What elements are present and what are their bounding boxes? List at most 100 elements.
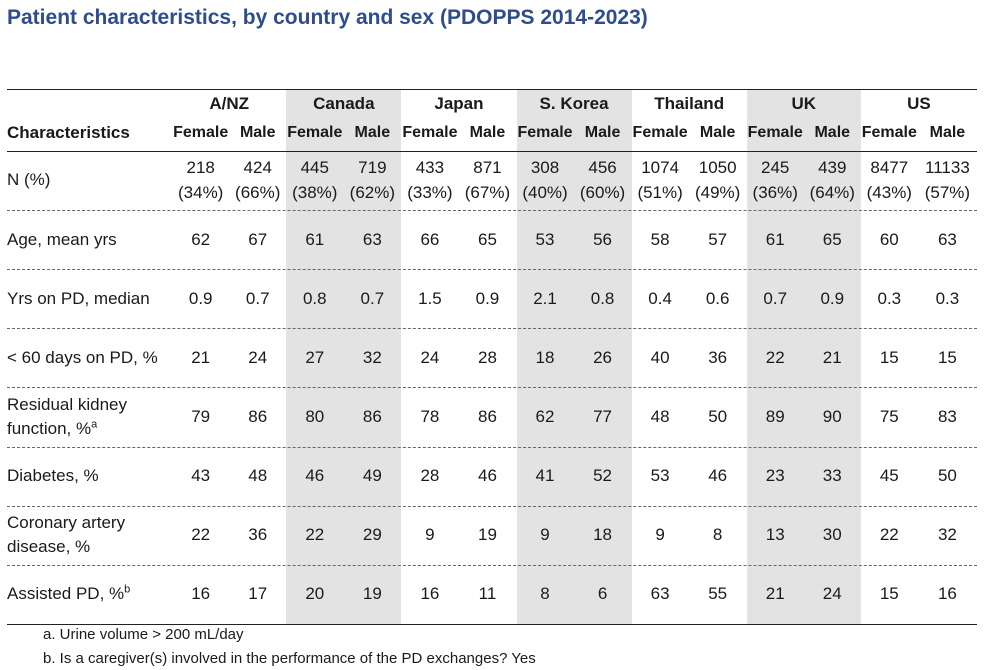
table-row: Age, mean yrs 62 67 61 63 66 65 53 56 58 57 61 65 60 6… (7, 210, 977, 269)
table-cell: 22 (879, 525, 899, 544)
row-divider (7, 269, 977, 270)
table-cell: 0.9 (820, 289, 845, 308)
n-cell: 445 (38%) (286, 149, 343, 210)
table-cell: 86 (362, 407, 382, 426)
country-header: UK (791, 93, 817, 113)
table-cell: 0.9 (188, 289, 213, 308)
table-cell: 58 (650, 230, 670, 249)
table-cell: 46 (477, 466, 497, 485)
table-cell: 57 (708, 230, 728, 249)
country-header: S. Korea (539, 93, 609, 113)
row-label: < 60 days on PD, % (7, 328, 172, 387)
n-cell: 424 (66%) (229, 149, 286, 210)
n-percent: (43%) (866, 182, 912, 202)
table-cell: 55 (708, 584, 728, 603)
characteristics-header: Characteristics (7, 122, 130, 142)
n-percent: (67%) (464, 182, 511, 202)
table-cell: 0.7 (245, 289, 270, 308)
n-count: 1050 (698, 157, 737, 177)
table-cell: 11 (478, 584, 497, 603)
row-divider (7, 447, 977, 448)
table-cell: 77 (593, 407, 613, 426)
row-label-text: < 60 days on PD, % (7, 347, 158, 367)
table-cell: 23 (765, 466, 785, 485)
male-header: Male (814, 124, 851, 141)
table-cell: 27 (305, 348, 325, 367)
male-header: Male (584, 124, 621, 141)
table-cell: 0.8 (302, 289, 327, 308)
table-cell: 63 (937, 230, 957, 249)
table-cell: 22 (765, 348, 785, 367)
table-cell: 16 (420, 584, 440, 603)
row-divider (7, 565, 977, 566)
table-cell: 13 (765, 525, 785, 544)
table-cell: 9 (425, 525, 435, 544)
n-count: 8477 (870, 157, 909, 177)
table-row: Diabetes, % 43 48 46 49 28 46 41 52 53 46 23 33 45 50 (7, 446, 977, 505)
table-cell: 79 (191, 407, 211, 426)
table-cell: 24 (420, 348, 440, 367)
bottom-rule (7, 624, 977, 625)
table-cell: 67 (248, 230, 268, 249)
n-percent: (57%) (924, 182, 971, 202)
n-cell: 1050 (49%) (689, 149, 747, 210)
table-cell: 30 (822, 525, 842, 544)
n-cell: 218 (34%) (172, 149, 229, 210)
table-cell: 63 (650, 584, 670, 603)
country-header: Canada (313, 93, 375, 113)
n-percent: (66%) (235, 182, 281, 202)
canada-column-shade (286, 90, 401, 624)
header-rule (7, 151, 977, 152)
table-cell: 32 (937, 525, 957, 544)
table-cell: 19 (362, 584, 382, 603)
row-label-text-2: disease, % (7, 536, 91, 556)
table-cell: 21 (191, 348, 211, 367)
table-cell: 62 (535, 407, 555, 426)
table-cell: 63 (362, 230, 382, 249)
row-label: Residual kidney function, %a (7, 387, 172, 446)
table-cell: 62 (191, 230, 211, 249)
female-header: Female (747, 124, 803, 141)
korea-column-shade (517, 90, 632, 624)
table-cell: 21 (822, 348, 842, 367)
n-percent: (60%) (579, 182, 626, 202)
table-row: Yrs on PD, median 0.9 0.7 0.8 0.7 1.5 0.9 2.1 0.… (7, 269, 977, 328)
table-cell: 1.5 (418, 289, 442, 308)
table-cell: 48 (650, 407, 670, 426)
n-count: 11133 (925, 157, 970, 177)
n-cell: 1074 (51%) (632, 149, 689, 210)
table-cell: 19 (477, 525, 497, 544)
characteristics-table: A/NZ Canada Japan S. Korea Thailand UK U… (7, 90, 977, 623)
table-cell: 0.6 (705, 289, 730, 308)
uk-column-shade (747, 90, 861, 624)
male-header: Male (469, 124, 506, 141)
table-cell: 28 (420, 466, 440, 485)
n-percent: (36%) (752, 182, 798, 202)
table-cell: 89 (765, 407, 785, 426)
country-header: Thailand (654, 93, 725, 113)
table-cell: 26 (593, 348, 613, 367)
table-cell: 83 (937, 407, 957, 426)
n-cell: 8477 (43%) (861, 149, 918, 210)
male-header: Male (239, 124, 276, 141)
table-cell: 86 (248, 407, 268, 426)
table-cell: 61 (305, 230, 325, 249)
table-cell: 9 (540, 525, 550, 544)
n-cell: 871 (67%) (458, 149, 516, 210)
n-percent: (64%) (809, 182, 855, 202)
table-cell: 60 (879, 230, 899, 249)
n-count: 439 (818, 157, 847, 177)
table-cell: 48 (248, 466, 268, 485)
n-count: 433 (415, 157, 445, 177)
country-header: A/NZ (209, 93, 250, 113)
male-header: Male (354, 124, 391, 141)
male-header: Male (929, 124, 966, 141)
row-divider (7, 328, 977, 329)
n-cell: 11133 (57%) (918, 149, 977, 210)
n-count: 424 (243, 157, 272, 177)
n-percent: (34%) (178, 182, 224, 202)
row-label: Diabetes, % (7, 446, 172, 505)
page-title: Patient characteristics, by country and … (7, 6, 648, 29)
n-count: 245 (761, 157, 790, 177)
table-row: Coronary artery disease, % 22 36 22 29 9 19 9 18 9… (7, 505, 977, 564)
